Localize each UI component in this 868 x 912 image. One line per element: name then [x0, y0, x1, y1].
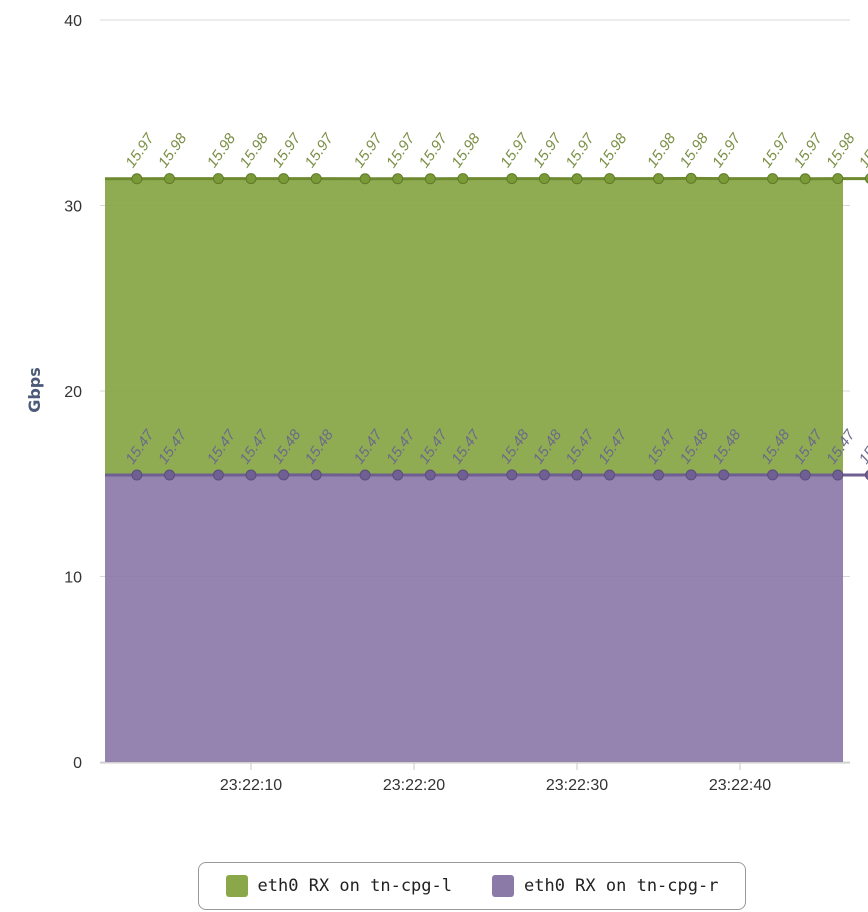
series-points [131, 172, 868, 481]
data-label-series-1-6: 15.97 [350, 130, 386, 171]
point-series-2-10 [506, 469, 518, 481]
point-series-2-18 [799, 469, 811, 481]
data-label-series-1-10: 15.97 [497, 130, 533, 171]
data-label-series-1-16: 15.97 [709, 130, 745, 171]
point-series-1-13 [604, 173, 616, 185]
data-label-series-2-20: 15.47 [856, 426, 868, 467]
point-series-2-5 [310, 469, 322, 481]
data-label-series-1-12: 15.97 [562, 130, 598, 171]
data-label-series-1-4: 15.97 [269, 130, 305, 171]
data-label-series-1-17: 15.97 [758, 130, 794, 171]
x-tick-label-0: 23:22:10 [220, 777, 282, 794]
point-series-2-12 [571, 469, 583, 481]
point-series-1-9 [457, 173, 469, 185]
point-series-2-2 [212, 469, 224, 481]
point-series-2-17 [767, 469, 779, 481]
point-series-2-4 [278, 469, 290, 481]
point-series-1-1 [164, 173, 175, 185]
point-series-2-20 [864, 470, 868, 480]
legend-item-series-2[interactable]: eth0 RX on tn-cpg-r [492, 875, 718, 897]
area-series-2 [105, 474, 868, 762]
data-label-series-1-11: 15.97 [530, 130, 566, 171]
point-series-2-13 [604, 469, 616, 481]
legend-label-series-1: eth0 RX on tn-cpg-l [257, 876, 452, 896]
data-label-series-1-13: 15.98 [595, 130, 631, 171]
point-series-2-3 [245, 469, 257, 481]
data-label-series-1-20: 15.98 [856, 130, 868, 171]
point-series-1-6 [359, 173, 371, 185]
point-series-1-18 [799, 173, 811, 185]
y-tick-label-10: 10 [64, 570, 82, 587]
y-tick-label-40: 40 [64, 13, 82, 30]
point-series-1-11 [538, 173, 550, 185]
x-tick-label-3: 23:22:40 [709, 777, 771, 794]
point-series-1-20 [864, 173, 868, 184]
point-series-1-5 [310, 173, 322, 185]
data-label-series-1-2: 15.98 [204, 130, 240, 171]
legend-label-series-2: eth0 RX on tn-cpg-r [524, 876, 719, 896]
data-label-series-1-5: 15.97 [302, 130, 338, 171]
x-tick-label-2: 23:22:30 [546, 777, 608, 794]
data-label-series-1-0: 15.97 [122, 130, 158, 171]
point-series-1-2 [212, 173, 224, 185]
point-series-2-1 [164, 469, 175, 481]
data-label-series-1-18: 15.97 [791, 130, 827, 171]
point-series-1-0 [131, 173, 143, 185]
point-series-2-7 [392, 469, 404, 481]
point-series-1-19 [832, 173, 844, 185]
point-series-1-7 [392, 173, 404, 185]
y-tick-label-0: 0 [73, 755, 82, 772]
x-tick-label-1: 23:22:20 [383, 777, 445, 794]
series-areas [105, 176, 868, 762]
point-series-1-16 [718, 173, 730, 185]
legend-swatch-series-2 [492, 875, 514, 897]
point-series-1-10 [506, 173, 518, 185]
data-label-series-1-14: 15.98 [644, 130, 680, 171]
data-label-series-1-9: 15.98 [448, 130, 484, 171]
legend: eth0 RX on tn-cpg-l eth0 RX on tn-cpg-r [198, 862, 746, 910]
point-series-1-3 [245, 173, 257, 185]
point-series-2-8 [424, 469, 436, 481]
point-series-1-4 [278, 173, 290, 185]
point-series-2-14 [653, 469, 664, 481]
point-series-2-11 [538, 469, 550, 481]
data-label-series-1-3: 15.98 [236, 130, 272, 171]
y-tick-label-20: 20 [64, 384, 82, 401]
legend-item-series-1[interactable]: eth0 RX on tn-cpg-l [225, 875, 452, 897]
data-label-series-1-19: 15.98 [823, 130, 859, 171]
point-series-2-19 [832, 469, 844, 481]
point-series-2-6 [359, 469, 371, 481]
axes: 0 10 20 30 40 23:22:10 23:22:20 23:22:30 23:22:4… [64, 13, 850, 794]
point-series-1-15 [685, 172, 697, 184]
point-series-2-9 [457, 469, 469, 481]
data-label-series-1-8: 15.97 [416, 130, 452, 171]
point-series-1-8 [424, 173, 436, 185]
data-label-series-1-7: 15.97 [383, 130, 419, 171]
legend-swatch-series-1 [225, 875, 248, 897]
point-series-1-14 [653, 173, 664, 185]
point-series-1-12 [571, 173, 583, 185]
data-label-series-1-15: 15.98 [676, 130, 712, 171]
data-label-series-1-1: 15.98 [155, 130, 191, 171]
point-series-2-16 [718, 469, 730, 481]
point-series-2-0 [131, 469, 143, 481]
y-axis-title: Gbps [25, 367, 44, 413]
y-tick-label-30: 30 [64, 199, 82, 216]
point-series-2-15 [685, 469, 697, 481]
point-series-1-17 [767, 173, 779, 185]
area-series-1 [105, 178, 868, 476]
